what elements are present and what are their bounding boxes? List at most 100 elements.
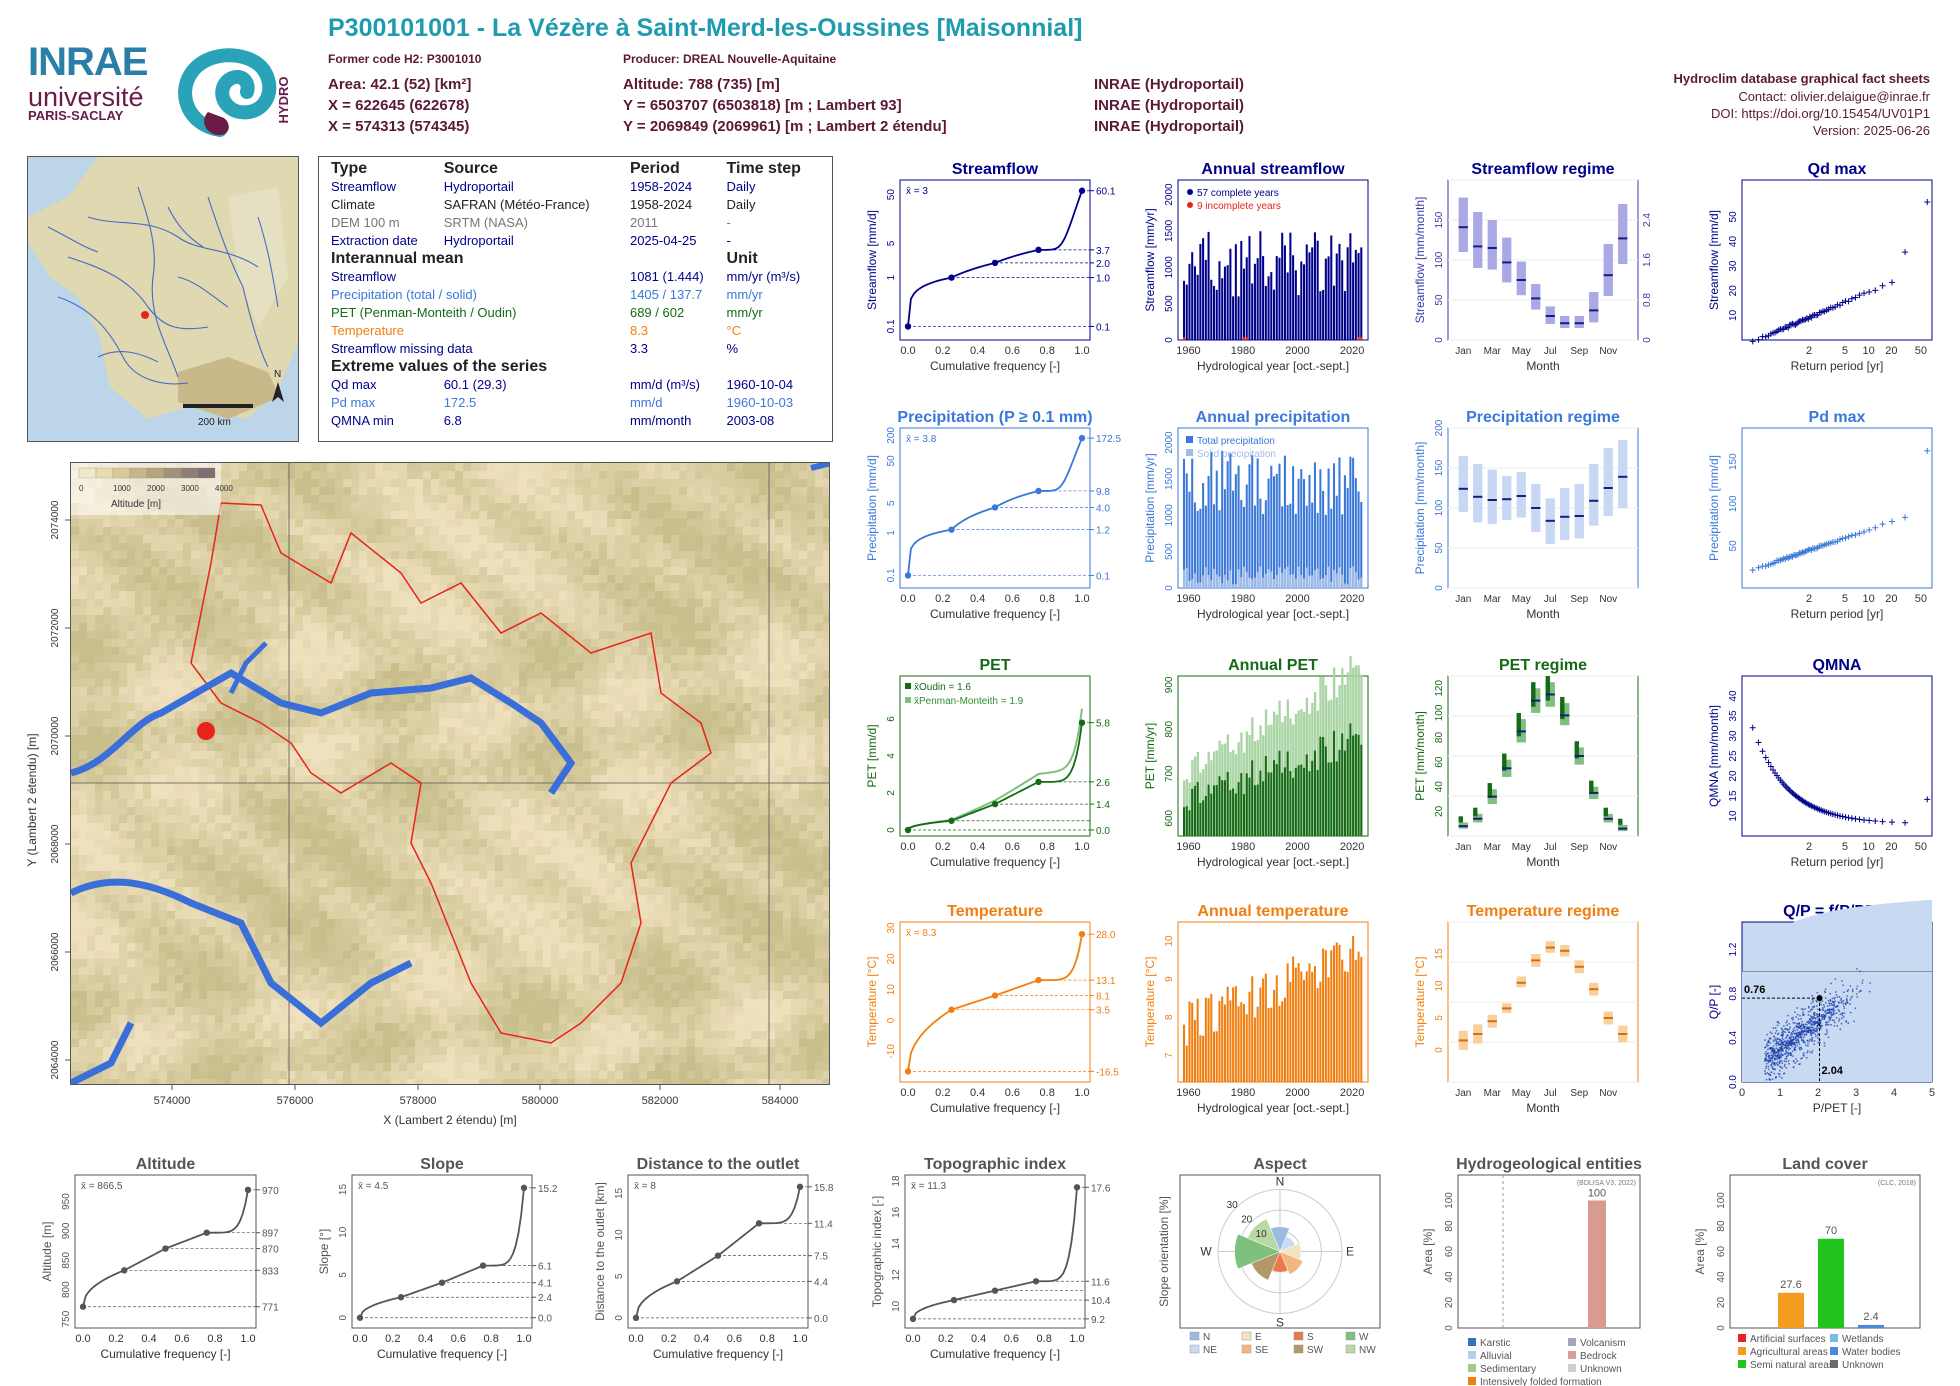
regime-box: [1531, 284, 1541, 310]
annual-bar: [1322, 289, 1325, 340]
data-point: [1790, 1031, 1793, 1034]
right-tick-label: 0: [1642, 337, 1653, 343]
y-tick-label: 0: [1444, 1325, 1455, 1331]
legend-swatch: [1568, 1364, 1576, 1372]
data-point: [1783, 1047, 1786, 1050]
x-tick-label: 0.8: [484, 1333, 499, 1345]
annual-bar: [1267, 276, 1270, 340]
data-point: [1803, 1055, 1806, 1057]
data-point: [1772, 1054, 1775, 1057]
relief-xlabel: X (Lambert 2 étendu) [m]: [383, 1113, 516, 1127]
plot-title: Streamflow: [952, 161, 1039, 178]
annual-bar: [1204, 259, 1207, 340]
data-point: [1838, 995, 1841, 998]
solid-precip-bar: [1229, 570, 1232, 588]
data-point: [1798, 550, 1805, 557]
right-tick-label: 10.4: [1091, 1296, 1111, 1307]
doi-link[interactable]: DOI: https://doi.org/10.15454/UV01P1: [1711, 106, 1930, 121]
right-tick-label: 0.8: [1642, 293, 1653, 307]
y-tick-label: 0: [614, 1315, 625, 1321]
data-point: [1827, 1020, 1830, 1023]
data-point: [1781, 1035, 1784, 1037]
incomplete-year-marker: [1243, 337, 1246, 340]
data-point: [1782, 1024, 1785, 1027]
annual-bar: [1289, 232, 1292, 340]
data-point: [1793, 1049, 1796, 1051]
mean-label: x̄ = 11.3: [911, 1181, 947, 1192]
solid-precip-bar: [1221, 583, 1224, 588]
data-point: [1836, 302, 1843, 309]
data-point: [1799, 1036, 1802, 1039]
regime-box-pm: [1458, 816, 1463, 823]
x-tick-label: 0.4: [418, 1333, 433, 1345]
right-tick-label: 3.7: [1096, 246, 1110, 257]
annual-bar: [1275, 764, 1278, 836]
y-tick-label: 1500: [1164, 219, 1175, 242]
incomplete-year-marker: [1183, 337, 1186, 340]
data-point: [1767, 1068, 1770, 1071]
rose-direction: W: [1200, 1245, 1212, 1259]
data-point: [1803, 1041, 1805, 1044]
y-tick-label: 10: [891, 1300, 902, 1312]
x-tick-label: 1: [1777, 1087, 1783, 1099]
right-tick-label: 1.0: [1096, 274, 1110, 285]
data-point: [1780, 1039, 1783, 1042]
data-point: [1790, 1017, 1793, 1020]
x-tick-label: 0.6: [174, 1333, 189, 1345]
col-source: Source: [443, 160, 498, 177]
annual-bar: [1305, 505, 1308, 588]
annual-bar: [1316, 987, 1319, 1082]
annual-bar: [1213, 285, 1216, 340]
plot-title: Annual PET: [1228, 657, 1318, 674]
data-point: [1791, 791, 1798, 798]
y-tick-label: 20: [1728, 285, 1739, 297]
x-tick-label: 2020: [1340, 841, 1364, 853]
annual-bar: [1354, 734, 1357, 836]
annual-bar: [1199, 243, 1202, 340]
data-point: [1762, 563, 1769, 570]
right-tick-label: 0.1: [1096, 571, 1110, 582]
data-point: [1794, 1035, 1797, 1038]
data-point: [1807, 1044, 1809, 1047]
data-point: [1805, 1033, 1808, 1036]
x-tick-label: 580000: [522, 1095, 559, 1107]
x-tick-label: 0.4: [970, 593, 985, 605]
data-point: [1869, 982, 1872, 985]
x-tick-label: 584000: [762, 1095, 799, 1107]
x-tick-label: Nov: [1599, 842, 1617, 853]
annual-bar: [1352, 457, 1355, 588]
y-tick-label: 800: [61, 1281, 72, 1298]
solid-precip-bar: [1237, 569, 1240, 588]
data-point: [1794, 1038, 1796, 1040]
y-axis-label: Slope [°]: [317, 1229, 331, 1275]
x-tick-label: Nov: [1599, 1088, 1617, 1099]
data-point: [1832, 1010, 1835, 1013]
y-tick-label: 16: [891, 1206, 902, 1218]
annual-bar: [1278, 463, 1281, 588]
x-axis-label: Hydrological year [oct.-sept.]: [1197, 359, 1349, 373]
data-point: [1850, 996, 1852, 999]
data-point: [1831, 997, 1834, 1000]
y-axis-label: Streamflow [mm/yr]: [1143, 208, 1157, 311]
solid-precip-bar: [1223, 574, 1226, 588]
x-axis-label: Month: [1526, 855, 1559, 869]
y-tick-label: 20: [1444, 1297, 1455, 1309]
y-tick-label: 1.2: [1728, 942, 1739, 956]
annual-bar: [1210, 279, 1213, 340]
relief-axes: 574000 576000 578000 580000 582000 584000 2064…: [25, 500, 799, 1127]
data-point: [1807, 1013, 1810, 1016]
annual-bar: [1333, 730, 1336, 836]
data-point: [1797, 1034, 1800, 1037]
right-tick-label: 2.4: [1642, 213, 1653, 227]
legend-swatch: [1830, 1347, 1838, 1355]
db-title: Hydroclim database graphical fact sheets: [1673, 71, 1930, 86]
solid-precip-bar: [1240, 577, 1243, 588]
data-point: [1827, 999, 1830, 1002]
annual-bar: [1245, 484, 1248, 588]
regime-box: [1589, 464, 1599, 526]
annual-bar: [1322, 736, 1325, 836]
data-point: [1824, 988, 1827, 991]
x-axis-label: P/PET [-]: [1813, 1101, 1861, 1115]
right-tick-label: -16.5: [1096, 1067, 1119, 1078]
annual-bar: [1297, 478, 1300, 588]
